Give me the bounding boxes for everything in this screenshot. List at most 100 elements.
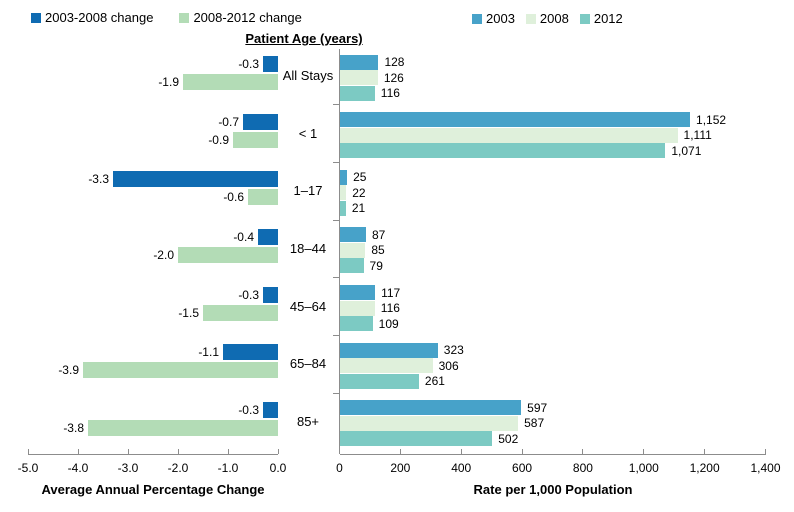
axis-tick-label: 400 (451, 461, 472, 475)
y-axis-line (339, 49, 340, 454)
bar-value-label: -3.8 (63, 420, 84, 435)
axis-tick (643, 449, 645, 454)
category-label: All Stays (282, 68, 334, 83)
bar-value-label: -0.6 (223, 190, 244, 205)
axis-tick (704, 449, 706, 454)
axis-tick-label: -4.0 (67, 461, 89, 475)
axis-tick-label: 600 (512, 461, 533, 475)
axis-tick-label: 1,400 (750, 461, 781, 475)
bar-value-label: -3.9 (58, 363, 79, 378)
bar-value-label: 323 (443, 343, 464, 358)
bar-value-label: -1.5 (178, 305, 199, 320)
axis-tick-label: 0.0 (269, 461, 287, 475)
axis-tick (521, 449, 523, 454)
category-label: 45–64 (289, 298, 327, 314)
bar-segment (113, 171, 278, 188)
bar-segment (339, 373, 419, 389)
bar-segment (339, 200, 346, 216)
axis-tick-label: -2.0 (167, 461, 189, 475)
category-label: < 1 (298, 125, 318, 141)
axis-tick (332, 161, 340, 163)
bar-segment (183, 74, 278, 90)
legend-item: 2008 (525, 11, 569, 26)
bar-segment (339, 112, 691, 128)
axis-tick (27, 449, 29, 454)
bar-segment (263, 286, 278, 303)
axis-tick (460, 449, 462, 454)
chart-title: Patient Age (years) (245, 31, 363, 46)
legend-item: 2003 (472, 11, 515, 26)
bar-segment (339, 358, 433, 374)
bar-segment (339, 316, 373, 332)
bar-value-label: -0.3 (238, 402, 259, 417)
bar-value-label: 1,111 (683, 128, 712, 143)
category-label: 85+ (296, 413, 320, 429)
axis-tick (277, 449, 279, 454)
legend-swatch (579, 13, 590, 24)
bar-value-label: 87 (371, 227, 386, 242)
bar-value-label: 128 (384, 55, 405, 69)
bar-segment (83, 362, 278, 379)
bar-segment (339, 143, 666, 159)
category-label: 18–44 (289, 240, 327, 256)
bar-value-label: 261 (424, 374, 445, 389)
legend-swatch (472, 13, 482, 24)
bar-value-label: -2.0 (153, 247, 174, 262)
legend-item: 2003-2008 change (31, 10, 153, 25)
bar-segment (339, 400, 522, 416)
axis-tick-label: -1.0 (217, 461, 239, 475)
legend-label: 2008 (539, 11, 569, 26)
bar-value-label: 85 (371, 243, 385, 258)
bar-value-label: 116 (380, 86, 400, 100)
bar-segment (248, 189, 278, 206)
category-label: 65–84 (289, 356, 327, 372)
axis-tick (77, 449, 79, 454)
axis-tick (399, 449, 401, 454)
bar-segment (178, 246, 278, 263)
bar-value-label: 1,071 (671, 143, 702, 158)
left-axis-title: Average Annual Percentage Change (41, 482, 265, 497)
right-axis-title: Rate per 1,000 Population (473, 482, 633, 497)
bar-segment (263, 56, 278, 72)
bar-value-label: 116 (380, 301, 400, 316)
bar-value-label: 502 (498, 431, 519, 446)
legend-rate: 2003 2008 2012 (472, 11, 623, 26)
axis-tick-label: 1,000 (628, 461, 659, 475)
bar-segment (339, 285, 376, 301)
bar-segment (233, 131, 278, 148)
legend-label: 2008-2012 change (193, 10, 302, 25)
bar-value-label: 597 (527, 400, 548, 415)
bar-value-label: 117 (381, 285, 401, 300)
bar-value-label: -1.1 (198, 345, 219, 360)
bar-value-label: 79 (369, 258, 383, 273)
bar-segment (339, 54, 379, 70)
axis-tick (332, 334, 340, 336)
bar-segment (339, 242, 366, 258)
axis-tick (332, 277, 340, 279)
bar-value-label: -0.9 (208, 132, 229, 147)
axis-tick (765, 449, 766, 454)
bar-segment (339, 185, 347, 201)
bar-segment (243, 113, 278, 130)
axis-tick (332, 219, 340, 221)
bar-value-label: -0.7 (218, 114, 239, 129)
category-label: 1–17 (293, 183, 323, 199)
axis-tick-label: 1,200 (689, 461, 720, 475)
axis-tick-label: -3.0 (117, 461, 139, 475)
bar-segment (339, 227, 366, 243)
bar-value-label: -0.4 (233, 229, 254, 244)
axis-tick (127, 449, 129, 454)
axis-tick-label: 0 (336, 461, 343, 475)
bar-value-label: 21 (351, 201, 366, 216)
bar-segment (88, 419, 278, 436)
bar-segment (263, 401, 278, 418)
axis-tick (332, 392, 340, 394)
bar-segment (339, 258, 364, 274)
bar-segment (339, 127, 678, 143)
bar-segment (339, 70, 378, 85)
bar-value-label: 126 (383, 70, 404, 85)
bar-value-label: -0.3 (238, 287, 259, 302)
bar-value-label: 25 (353, 170, 367, 185)
bar-segment (339, 300, 375, 316)
